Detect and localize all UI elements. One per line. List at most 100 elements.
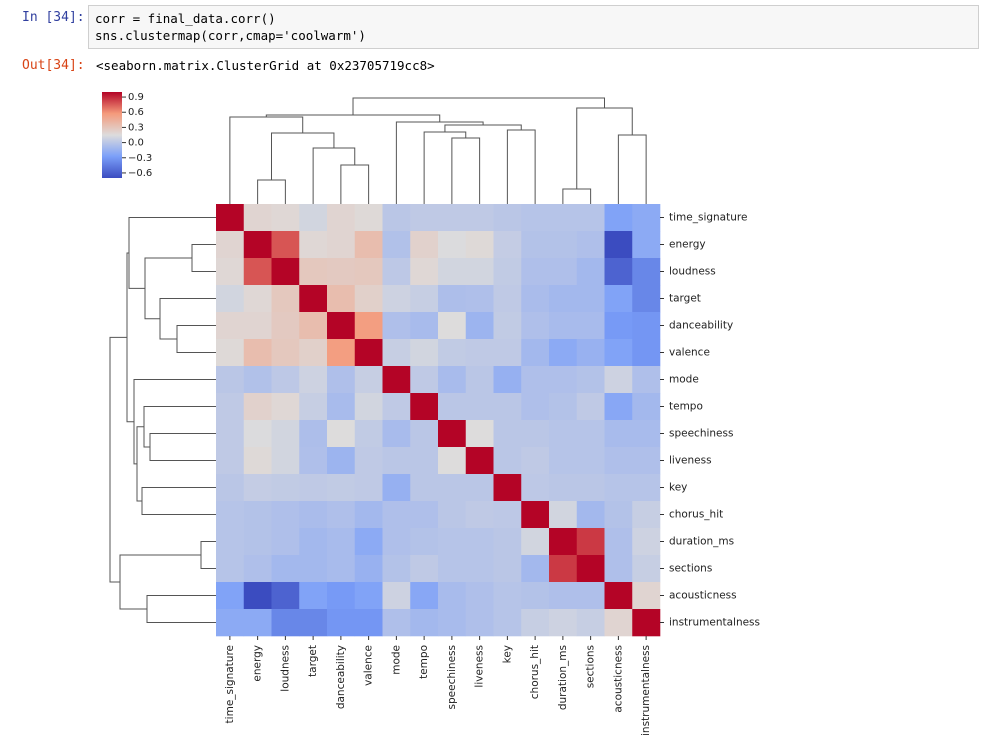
- row-label: liveness: [669, 455, 712, 467]
- heatmap-cell: [327, 366, 356, 394]
- heatmap-cell: [216, 285, 245, 313]
- heatmap-cell: [493, 231, 522, 259]
- heatmap-cell: [327, 474, 356, 502]
- heatmap-cell: [216, 231, 245, 259]
- col-label: valence: [363, 645, 375, 686]
- heatmap-cell: [382, 258, 411, 286]
- heatmap-cell: [327, 528, 356, 556]
- heatmap-cell: [521, 204, 550, 232]
- heatmap-cell: [299, 555, 328, 583]
- heatmap-cell: [438, 366, 467, 394]
- col-dendrogram: [617, 134, 647, 204]
- heatmap-cell: [271, 501, 300, 529]
- heatmap-cell: [243, 312, 272, 340]
- heatmap-cell: [243, 393, 272, 421]
- heatmap-cell: [271, 555, 300, 583]
- heatmap-cell: [493, 420, 522, 448]
- heatmap-cell: [271, 366, 300, 394]
- heatmap-cell: [299, 285, 328, 313]
- colorbar-tick-label: −0.6: [128, 168, 152, 179]
- heatmap-cell: [438, 555, 467, 583]
- heatmap-cell: [243, 474, 272, 502]
- heatmap-cell: [604, 231, 633, 259]
- heatmap-cell: [632, 339, 661, 367]
- heatmap-cell: [410, 609, 439, 637]
- row-dendrogram: [136, 426, 144, 502]
- heatmap-cell: [354, 258, 383, 286]
- heatmap-cell: [243, 555, 272, 583]
- row-dendrogram: [119, 554, 201, 610]
- col-dendrogram: [562, 188, 592, 204]
- heatmap-cell: [576, 609, 605, 637]
- heatmap-cell: [354, 420, 383, 448]
- col-dendrogram: [257, 179, 286, 204]
- heatmap-cell: [604, 447, 633, 475]
- col-label: time_signature: [224, 645, 236, 723]
- heatmap-cell: [632, 474, 661, 502]
- heatmap-cell: [521, 528, 550, 556]
- heatmap-cell: [271, 447, 300, 475]
- heatmap-cell: [604, 474, 633, 502]
- heatmap-cell: [576, 528, 605, 556]
- heatmap-cell: [271, 231, 300, 259]
- heatmap-cell: [382, 312, 411, 340]
- row-dendrogram: [126, 252, 134, 423]
- heatmap-cell: [438, 609, 467, 637]
- row-dendrogram: [133, 379, 216, 465]
- col-dendrogram: [576, 107, 633, 189]
- heatmap-cell: [382, 582, 411, 610]
- heatmap-cell: [216, 366, 245, 394]
- heatmap-cell: [410, 393, 439, 421]
- heatmap-cell: [493, 609, 522, 637]
- heatmap-cell: [576, 366, 605, 394]
- heatmap-cell: [604, 528, 633, 556]
- colorbar-tick-label: 0.9: [128, 92, 144, 103]
- colorbar-tick-label: −0.3: [128, 153, 152, 164]
- col-dendrogram: [229, 116, 304, 204]
- row-dendrogram: [146, 595, 216, 623]
- col-label: acousticness: [612, 645, 624, 713]
- heatmap-cell: [382, 420, 411, 448]
- heatmap-cell: [299, 231, 328, 259]
- heatmap-cell: [327, 609, 356, 637]
- heatmap-cell: [410, 204, 439, 232]
- row-label: energy: [669, 239, 706, 251]
- heatmap-cell: [410, 258, 439, 286]
- heatmap-cell: [410, 555, 439, 583]
- colorbar-tick-label: 0.3: [128, 122, 144, 133]
- heatmap-cell: [604, 258, 633, 286]
- heatmap-cell: [354, 204, 383, 232]
- heatmap-cell: [216, 312, 245, 340]
- heatmap-cell: [382, 501, 411, 529]
- heatmap-cell: [299, 339, 328, 367]
- heatmap-cell: [327, 204, 356, 232]
- heatmap-cell: [465, 528, 494, 556]
- heatmap-cell: [299, 366, 328, 394]
- row-label: key: [669, 482, 687, 494]
- heatmap-cell: [216, 501, 245, 529]
- heatmap-cell: [299, 420, 328, 448]
- heatmap-cell: [549, 366, 578, 394]
- heatmap-cell: [521, 231, 550, 259]
- colorbar-tick-label: 0.0: [128, 138, 144, 149]
- heatmap-cell: [354, 366, 383, 394]
- heatmap-cell: [493, 393, 522, 421]
- heatmap-cell: [271, 528, 300, 556]
- heatmap-cell: [354, 447, 383, 475]
- heatmap-cell: [382, 447, 411, 475]
- heatmap-cell: [465, 231, 494, 259]
- heatmap-cell: [576, 447, 605, 475]
- col-dendrogram: [451, 137, 481, 204]
- heatmap-cell: [604, 204, 633, 232]
- heatmap-cell: [549, 555, 578, 583]
- heatmap-cell: [632, 366, 661, 394]
- code-cell[interactable]: corr = final_data.corr() sns.clustermap(…: [88, 5, 979, 49]
- heatmap-cell: [243, 609, 272, 637]
- row-label: loudness: [669, 266, 716, 278]
- heatmap-cell: [243, 582, 272, 610]
- heatmap-cell: [632, 393, 661, 421]
- heatmap-cell: [354, 555, 383, 583]
- heatmap-cell: [271, 285, 300, 313]
- heatmap-cell: [271, 312, 300, 340]
